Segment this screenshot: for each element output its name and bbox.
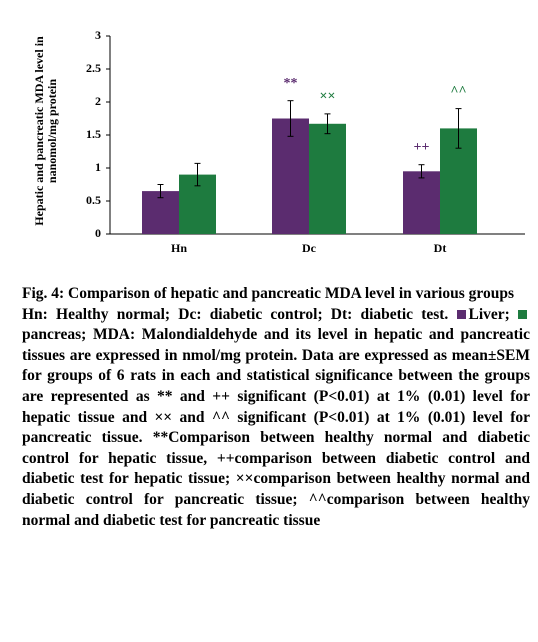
error-bar — [455, 108, 462, 149]
legend-swatch — [456, 310, 466, 320]
bar — [403, 171, 440, 234]
error-bar — [418, 164, 425, 179]
annotation: ** — [284, 76, 298, 91]
y-tick-label: 0 — [95, 226, 101, 240]
notes: MDA: Malondialdehyde and its level in he… — [22, 326, 530, 529]
y-tick-label: 1.5 — [86, 127, 101, 141]
chart: 0 0.5 1 1.5 2 2.5 3 Hepatic and pancreatic MDA … — [32, 28, 525, 255]
error-bar — [157, 184, 164, 199]
x-tick-label: Dt — [434, 241, 447, 255]
bar — [272, 118, 309, 234]
legend-swatch — [518, 310, 528, 320]
caption-title: Fig. 4: Comparison of hepatic and pancre… — [22, 285, 514, 302]
legend-label: Liver — [468, 305, 505, 323]
legend: Liver; pancreas; — [22, 305, 530, 344]
y-tick-label: 2 — [95, 94, 101, 108]
legend-separator: ; — [504, 305, 510, 323]
error-bar — [324, 113, 331, 135]
y-axis-label: Hepatic and pancreatic MDA level in — [32, 36, 46, 226]
x-tick-label: Hn — [171, 241, 187, 255]
annotation: ++ — [414, 140, 430, 155]
abbreviations: Hn: Healthy normal; Dc: diabetic control… — [22, 305, 449, 323]
caption: Fig. 4: Comparison of hepatic and pancre… — [22, 284, 530, 531]
legend-label: pancreas — [22, 326, 82, 344]
x-tick-label: Dc — [302, 241, 317, 255]
y-tick-label: 0.5 — [86, 193, 101, 207]
bar — [309, 123, 346, 234]
y-tick-label: 1 — [95, 160, 101, 174]
y-axis-label: nanomol/mg protein — [45, 79, 59, 183]
legend-separator: ; — [81, 326, 87, 344]
annotation: ^^ — [450, 84, 466, 99]
annotation: ×× — [320, 89, 336, 104]
bar — [142, 191, 179, 234]
y-tick-label: 2.5 — [86, 61, 101, 75]
error-bar — [194, 162, 201, 187]
caption-body: Hn: Healthy normal; Dc: diabetic control… — [22, 305, 530, 532]
error-bar — [287, 100, 294, 137]
y-tick-label: 3 — [95, 28, 101, 42]
